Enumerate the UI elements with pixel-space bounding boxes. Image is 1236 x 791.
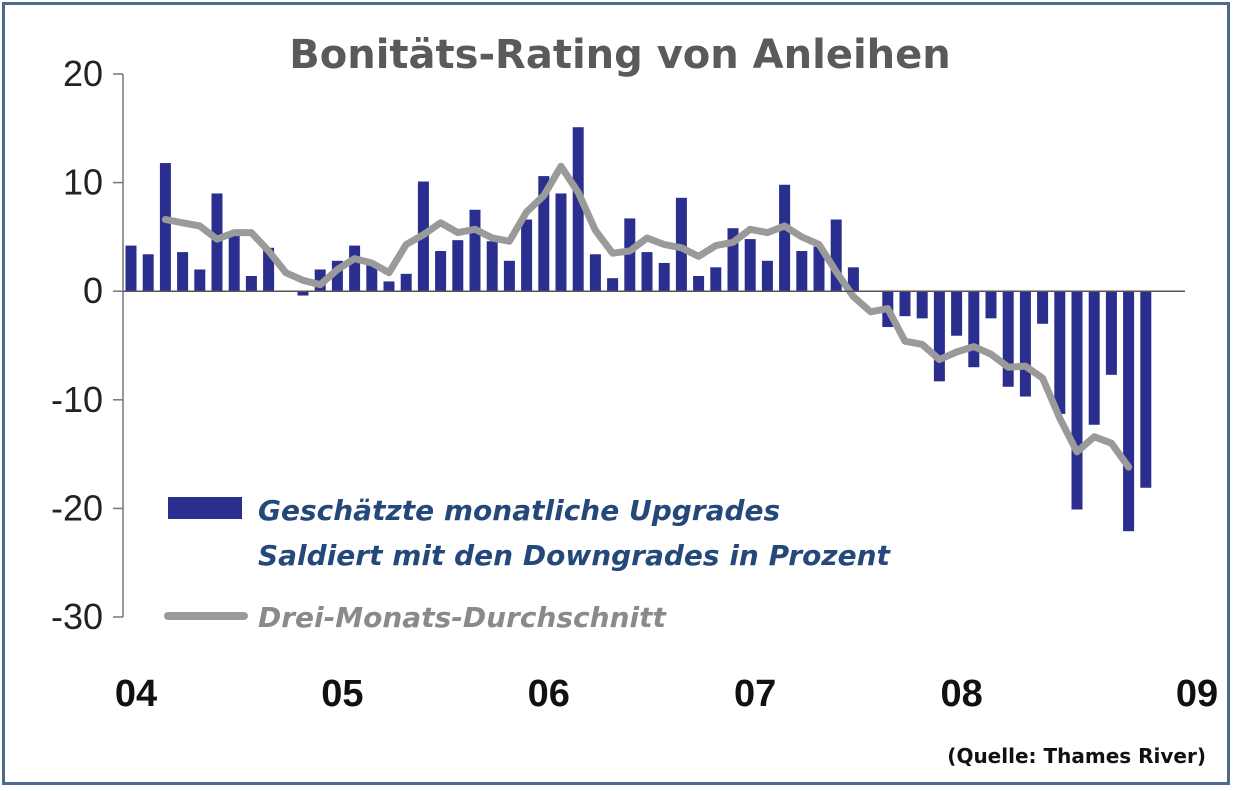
bar [521,219,533,292]
bar [693,275,705,292]
x-tick-label: 07 [734,673,776,715]
x-tick-label: 06 [528,673,570,715]
y-axis-ticks: 20 10 0 -10 -20 -30 [51,53,103,637]
bar [1019,291,1031,397]
bar [400,273,412,292]
bar [951,291,963,336]
bar [469,209,481,292]
bar [796,251,808,292]
legend: Geschätzte monatliche Upgrades Saldiert … [164,494,892,634]
bar [899,291,911,317]
bar [245,275,257,292]
legend-bar-swatch [168,497,242,519]
bar [830,219,842,292]
bar [933,291,945,382]
legend-line-label: Drei-Monats-Durchschnitt [258,601,667,634]
bar [572,127,584,292]
bar [607,278,619,292]
bar [658,262,670,292]
bar [761,260,773,292]
y-tick-label: -10 [51,379,103,420]
bar [142,254,154,292]
x-axis-ticks: 04 05 06 07 08 09 [115,673,1218,715]
bar [916,291,928,319]
x-tick-label: 09 [1176,673,1218,715]
chart-title: Bonitäts-Rating von Anleihen [289,32,950,78]
legend-bar-label-2: Saldiert mit den Downgrades in Prozent [258,539,892,572]
axes [113,73,1185,618]
bar [452,240,464,292]
bar [727,228,739,292]
bar [779,184,791,292]
bar [624,218,636,292]
bar [177,252,189,292]
bar [1054,291,1066,414]
bar [503,260,515,292]
line-path [161,162,1133,471]
bar [555,193,567,292]
bar [589,254,601,292]
bar [1002,291,1014,387]
bar-series [125,127,1152,532]
bar [1037,291,1049,324]
bar [847,267,859,292]
bar [968,291,980,368]
legend-bar-label-1: Geschätzte monatliche Upgrades [258,494,780,527]
y-tick-label: -30 [51,596,103,637]
bar [1088,291,1100,425]
bar [985,291,997,319]
bar [349,245,361,292]
bar [1140,291,1152,488]
y-tick-label: 10 [63,162,103,203]
bar [297,291,309,296]
source-note: (Quelle: Thames River) [947,744,1206,768]
bar [486,241,498,292]
x-tick-label: 05 [321,673,363,715]
line-series [161,162,1133,471]
bar [435,251,447,292]
bar [263,247,275,292]
bar [159,163,171,292]
bar [1105,291,1117,375]
bar [538,176,550,292]
bar [813,246,825,292]
bar [366,262,378,292]
bar [1071,291,1083,510]
bar [228,234,240,292]
bar [331,260,343,292]
bar [641,252,653,292]
x-tick-label: 08 [940,673,982,715]
bar [194,269,206,292]
bar [1123,291,1135,532]
bar [710,267,722,292]
y-tick-label: 0 [83,270,103,311]
x-tick-label: 04 [115,673,157,715]
y-tick-label: 20 [63,53,103,94]
y-tick-label: -20 [51,487,103,528]
bar [744,239,756,292]
bar [383,281,395,292]
bar [125,245,137,292]
